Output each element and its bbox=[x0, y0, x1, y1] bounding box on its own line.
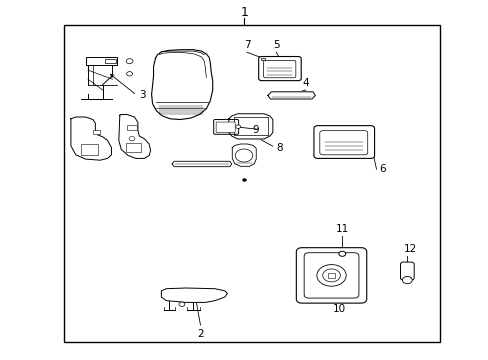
Polygon shape bbox=[232, 144, 256, 166]
Circle shape bbox=[322, 269, 340, 282]
Polygon shape bbox=[172, 161, 231, 167]
FancyBboxPatch shape bbox=[313, 126, 374, 158]
Bar bbox=[63, 25, 439, 342]
Text: 5: 5 bbox=[272, 40, 279, 50]
FancyBboxPatch shape bbox=[216, 122, 235, 132]
Text: 8: 8 bbox=[276, 143, 283, 153]
Polygon shape bbox=[161, 288, 227, 302]
Polygon shape bbox=[119, 114, 150, 158]
Text: 9: 9 bbox=[252, 125, 259, 135]
Circle shape bbox=[126, 72, 132, 76]
Bar bbox=[105, 59, 116, 63]
Polygon shape bbox=[267, 92, 315, 99]
Circle shape bbox=[338, 251, 345, 256]
Bar bbox=[127, 125, 137, 130]
FancyBboxPatch shape bbox=[304, 253, 358, 298]
Circle shape bbox=[316, 265, 346, 286]
Polygon shape bbox=[151, 50, 212, 120]
Circle shape bbox=[242, 179, 246, 181]
FancyBboxPatch shape bbox=[296, 248, 366, 303]
Circle shape bbox=[129, 136, 135, 141]
Text: 2: 2 bbox=[197, 329, 203, 339]
Text: 4: 4 bbox=[302, 78, 308, 88]
Circle shape bbox=[179, 302, 184, 306]
Bar bbox=[85, 57, 117, 65]
Bar bbox=[327, 273, 334, 278]
Circle shape bbox=[235, 125, 240, 129]
Text: 7: 7 bbox=[243, 40, 250, 50]
Bar bbox=[261, 58, 264, 60]
Circle shape bbox=[402, 276, 411, 284]
Text: 12: 12 bbox=[403, 244, 417, 254]
Text: 1: 1 bbox=[240, 6, 248, 19]
Polygon shape bbox=[228, 114, 272, 139]
FancyBboxPatch shape bbox=[213, 120, 238, 134]
Text: 11: 11 bbox=[335, 224, 348, 234]
Bar bbox=[93, 130, 100, 134]
FancyBboxPatch shape bbox=[400, 262, 413, 280]
Text: 3: 3 bbox=[139, 90, 146, 100]
Bar bbox=[126, 143, 141, 152]
Circle shape bbox=[235, 149, 252, 162]
Polygon shape bbox=[71, 117, 111, 160]
Text: 10: 10 bbox=[333, 304, 346, 314]
Text: 6: 6 bbox=[378, 164, 385, 174]
FancyBboxPatch shape bbox=[258, 57, 301, 81]
Circle shape bbox=[126, 59, 133, 64]
Bar bbox=[81, 144, 98, 155]
FancyBboxPatch shape bbox=[319, 131, 367, 155]
FancyBboxPatch shape bbox=[263, 60, 295, 78]
